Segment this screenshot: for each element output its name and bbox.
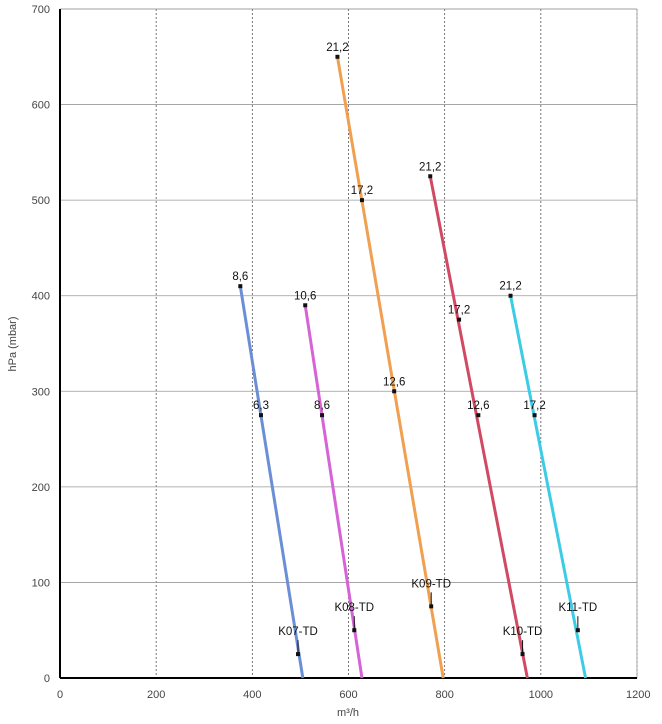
series-name-label: K10-TD (503, 626, 543, 638)
data-point (335, 54, 340, 59)
data-point (359, 198, 364, 203)
data-label: 8,6 (232, 271, 248, 283)
y-axis-label: hPa (mbar) (7, 316, 19, 371)
series-line (238, 285, 305, 679)
x-tick-label: 400 (243, 689, 261, 701)
data-label: 8,6 (314, 400, 330, 412)
data-label: 10,6 (294, 290, 316, 302)
x-tick-label: 600 (339, 689, 357, 701)
data-label: 21,2 (326, 42, 348, 54)
y-tick-label: 700 (32, 4, 50, 16)
series-line (509, 295, 588, 679)
data-point (238, 284, 243, 289)
y-tick-label: 400 (32, 291, 50, 303)
x-tick-label: 1000 (529, 689, 553, 701)
data-point (303, 303, 308, 308)
y-tick-label: 300 (32, 386, 50, 398)
data-point (428, 174, 433, 179)
data-label: 17,2 (523, 400, 545, 412)
data-label: 17,2 (351, 185, 373, 197)
x-tick-label: 0 (57, 689, 63, 701)
chart-point-labels: 8,6 6,3 K07-TD 10,6 8,6 K08-TD 21,2 17,2 12,6 K09… (232, 42, 597, 655)
data-point (457, 317, 462, 322)
series-name-label: K07-TD (278, 626, 318, 638)
data-label: 21,2 (419, 161, 441, 173)
y-tick-label: 100 (32, 577, 50, 589)
x-axis-label: m³/h (337, 707, 359, 719)
data-point (258, 413, 263, 418)
y-tick-label: 600 (32, 100, 50, 112)
y-tick-label: 0 (44, 673, 50, 685)
data-point (392, 389, 397, 394)
x-tick-label: 800 (435, 689, 453, 701)
series-name-label: K11-TD (558, 602, 597, 614)
data-label: 21,2 (499, 281, 521, 293)
chart-ticks: 0 200 400 600 800 1000 1200 0 100 200 300 400 500 600… (32, 4, 651, 701)
series-name-label: K08-TD (334, 602, 374, 614)
chart-series (238, 54, 588, 679)
y-tick-label: 500 (32, 195, 50, 207)
x-tick-label: 200 (147, 689, 165, 701)
data-label: 6,3 (253, 400, 269, 412)
series-line (303, 305, 364, 679)
y-tick-label: 200 (32, 482, 50, 494)
data-point (476, 413, 481, 418)
series-line (428, 175, 529, 679)
series-name-label: K09-TD (411, 578, 451, 590)
data-label: 12,6 (383, 376, 405, 388)
data-point (508, 293, 513, 298)
data-label: 12,6 (467, 400, 489, 412)
x-tick-label: 1200 (626, 689, 650, 701)
series-line (335, 56, 445, 679)
data-label: 17,2 (448, 305, 470, 317)
data-point (320, 413, 325, 418)
data-point (532, 413, 537, 418)
chart-axes (59, 8, 638, 679)
